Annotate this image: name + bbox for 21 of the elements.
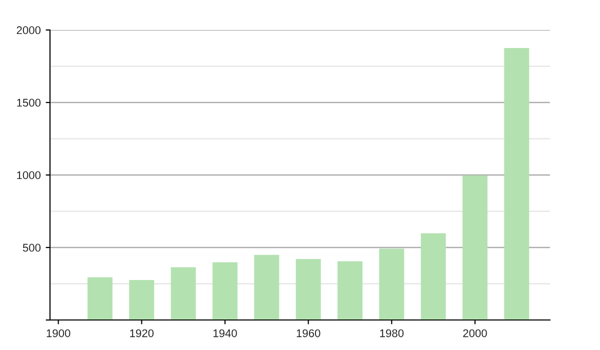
x-tick-label: 1940: [213, 329, 237, 338]
bar: [212, 262, 238, 320]
bar: [504, 48, 530, 320]
y-tick-label: 1000: [17, 171, 41, 180]
bar: [462, 175, 488, 320]
x-tick-label: 2000: [463, 329, 487, 338]
x-tick-label: 1980: [380, 329, 404, 338]
x-tick-label: 1960: [296, 329, 320, 338]
bar: [170, 267, 196, 320]
y-tick-label: 2000: [16, 26, 41, 34]
y-tick-label: 1500: [17, 98, 41, 107]
x-tick-label: 1900: [46, 329, 70, 338]
bar: [420, 233, 446, 320]
bar: [254, 254, 280, 320]
bar: [338, 261, 362, 320]
bar: [379, 248, 404, 320]
bar: [296, 258, 321, 320]
bar: [88, 277, 112, 320]
x-tick-label: 1920: [130, 329, 154, 338]
bar: [129, 280, 154, 320]
y-tick-label: 500: [22, 244, 41, 252]
